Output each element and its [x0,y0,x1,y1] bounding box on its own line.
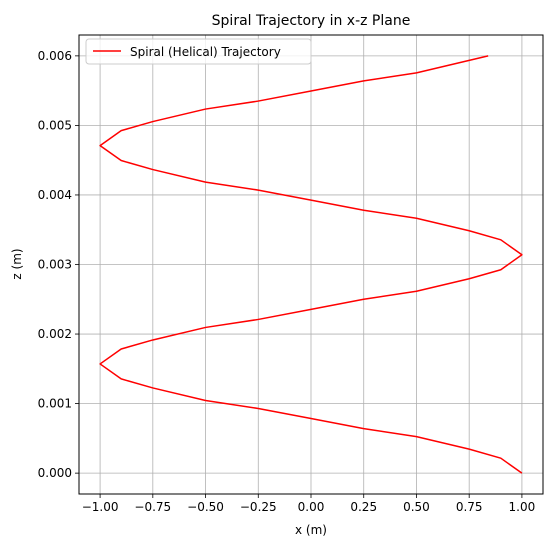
y-tick-label: 0.002 [38,327,72,341]
y-tick-label: 0.003 [38,258,72,272]
series-line [99,55,523,474]
y-tick-label: 0.005 [38,118,72,132]
x-tick-label: 0.50 [403,500,430,514]
x-tick-label: −0.75 [134,500,171,514]
grid [79,35,543,494]
x-tick-label: −0.50 [187,500,224,514]
y-ticks: 0.000 0.001 0.002 0.003 0.004 0.005 0.006 [38,49,79,480]
x-ticks: −1.00 −0.75 −0.50 −0.25 0.00 0.25 0.50 0.75 1.00 [82,494,536,514]
legend: Spiral (Helical) Trajectory [85,38,312,65]
y-axis-label: z (m) [10,248,24,279]
y-tick-label: 0.001 [38,397,72,411]
y-tick-label: 0.000 [38,466,72,480]
chart-title: Spiral Trajectory in x-z Plane [212,13,411,29]
y-tick-label: 0.004 [38,188,72,202]
x-tick-label: 1.00 [509,500,536,514]
series-layer [99,55,523,474]
legend-box [85,38,312,65]
legend-label: Spiral (Helical) Trajectory [130,45,281,59]
y-tick-label: 0.006 [38,49,72,63]
x-tick-label: −0.25 [240,500,277,514]
x-axis-label: x (m) [295,523,327,537]
x-tick-label: 0.00 [298,500,325,514]
x-tick-label: 0.25 [350,500,377,514]
x-tick-label: 0.75 [456,500,483,514]
x-tick-label: −1.00 [82,500,119,514]
